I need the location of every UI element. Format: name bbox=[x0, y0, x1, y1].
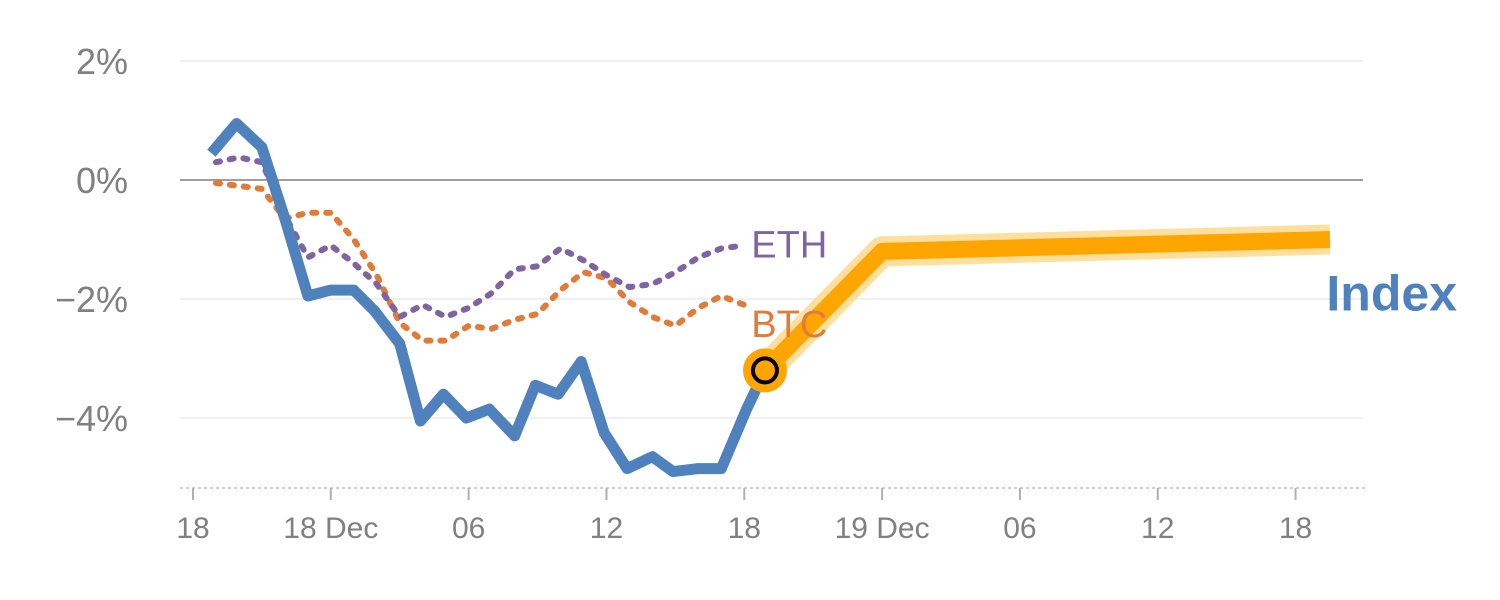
x-tick-label: 12 bbox=[590, 512, 623, 545]
projection-glow bbox=[754, 224, 1331, 381]
x-tick-label: 18 bbox=[728, 512, 761, 545]
x-tick-label: 06 bbox=[1003, 512, 1036, 545]
btc-label: BTC bbox=[751, 304, 827, 346]
index-line bbox=[207, 118, 770, 478]
x-tick-label: 12 bbox=[1141, 512, 1174, 545]
y-tick-label: −2% bbox=[55, 279, 128, 320]
eth-label: ETH bbox=[751, 224, 827, 266]
y-tick-label: −4% bbox=[55, 398, 128, 439]
y-axis-labels: 2% 0% −2% −4% bbox=[55, 41, 128, 439]
marker-dot bbox=[750, 356, 779, 385]
index-label: Index bbox=[1326, 266, 1457, 322]
x-axis: 18 18 Dec 06 12 18 19 Dec 06 12 18 bbox=[176, 487, 1365, 545]
x-tick-label: 18 Dec bbox=[283, 512, 378, 545]
current-point-marker bbox=[742, 348, 787, 393]
x-tick-label: 06 bbox=[452, 512, 485, 545]
series-labels: ETH BTC Index bbox=[751, 224, 1457, 346]
y-tick-label: 0% bbox=[76, 160, 128, 201]
x-tick-label: 19 Dec bbox=[835, 512, 930, 545]
x-tick-label: 18 bbox=[176, 512, 209, 545]
gridlines bbox=[180, 60, 1363, 419]
btc-line bbox=[213, 180, 748, 344]
x-tick-label: 18 bbox=[1279, 512, 1312, 545]
series-lines bbox=[207, 118, 1331, 478]
y-tick-label: 2% bbox=[76, 41, 128, 82]
eth-line bbox=[213, 154, 748, 320]
projection-line bbox=[758, 231, 1331, 377]
